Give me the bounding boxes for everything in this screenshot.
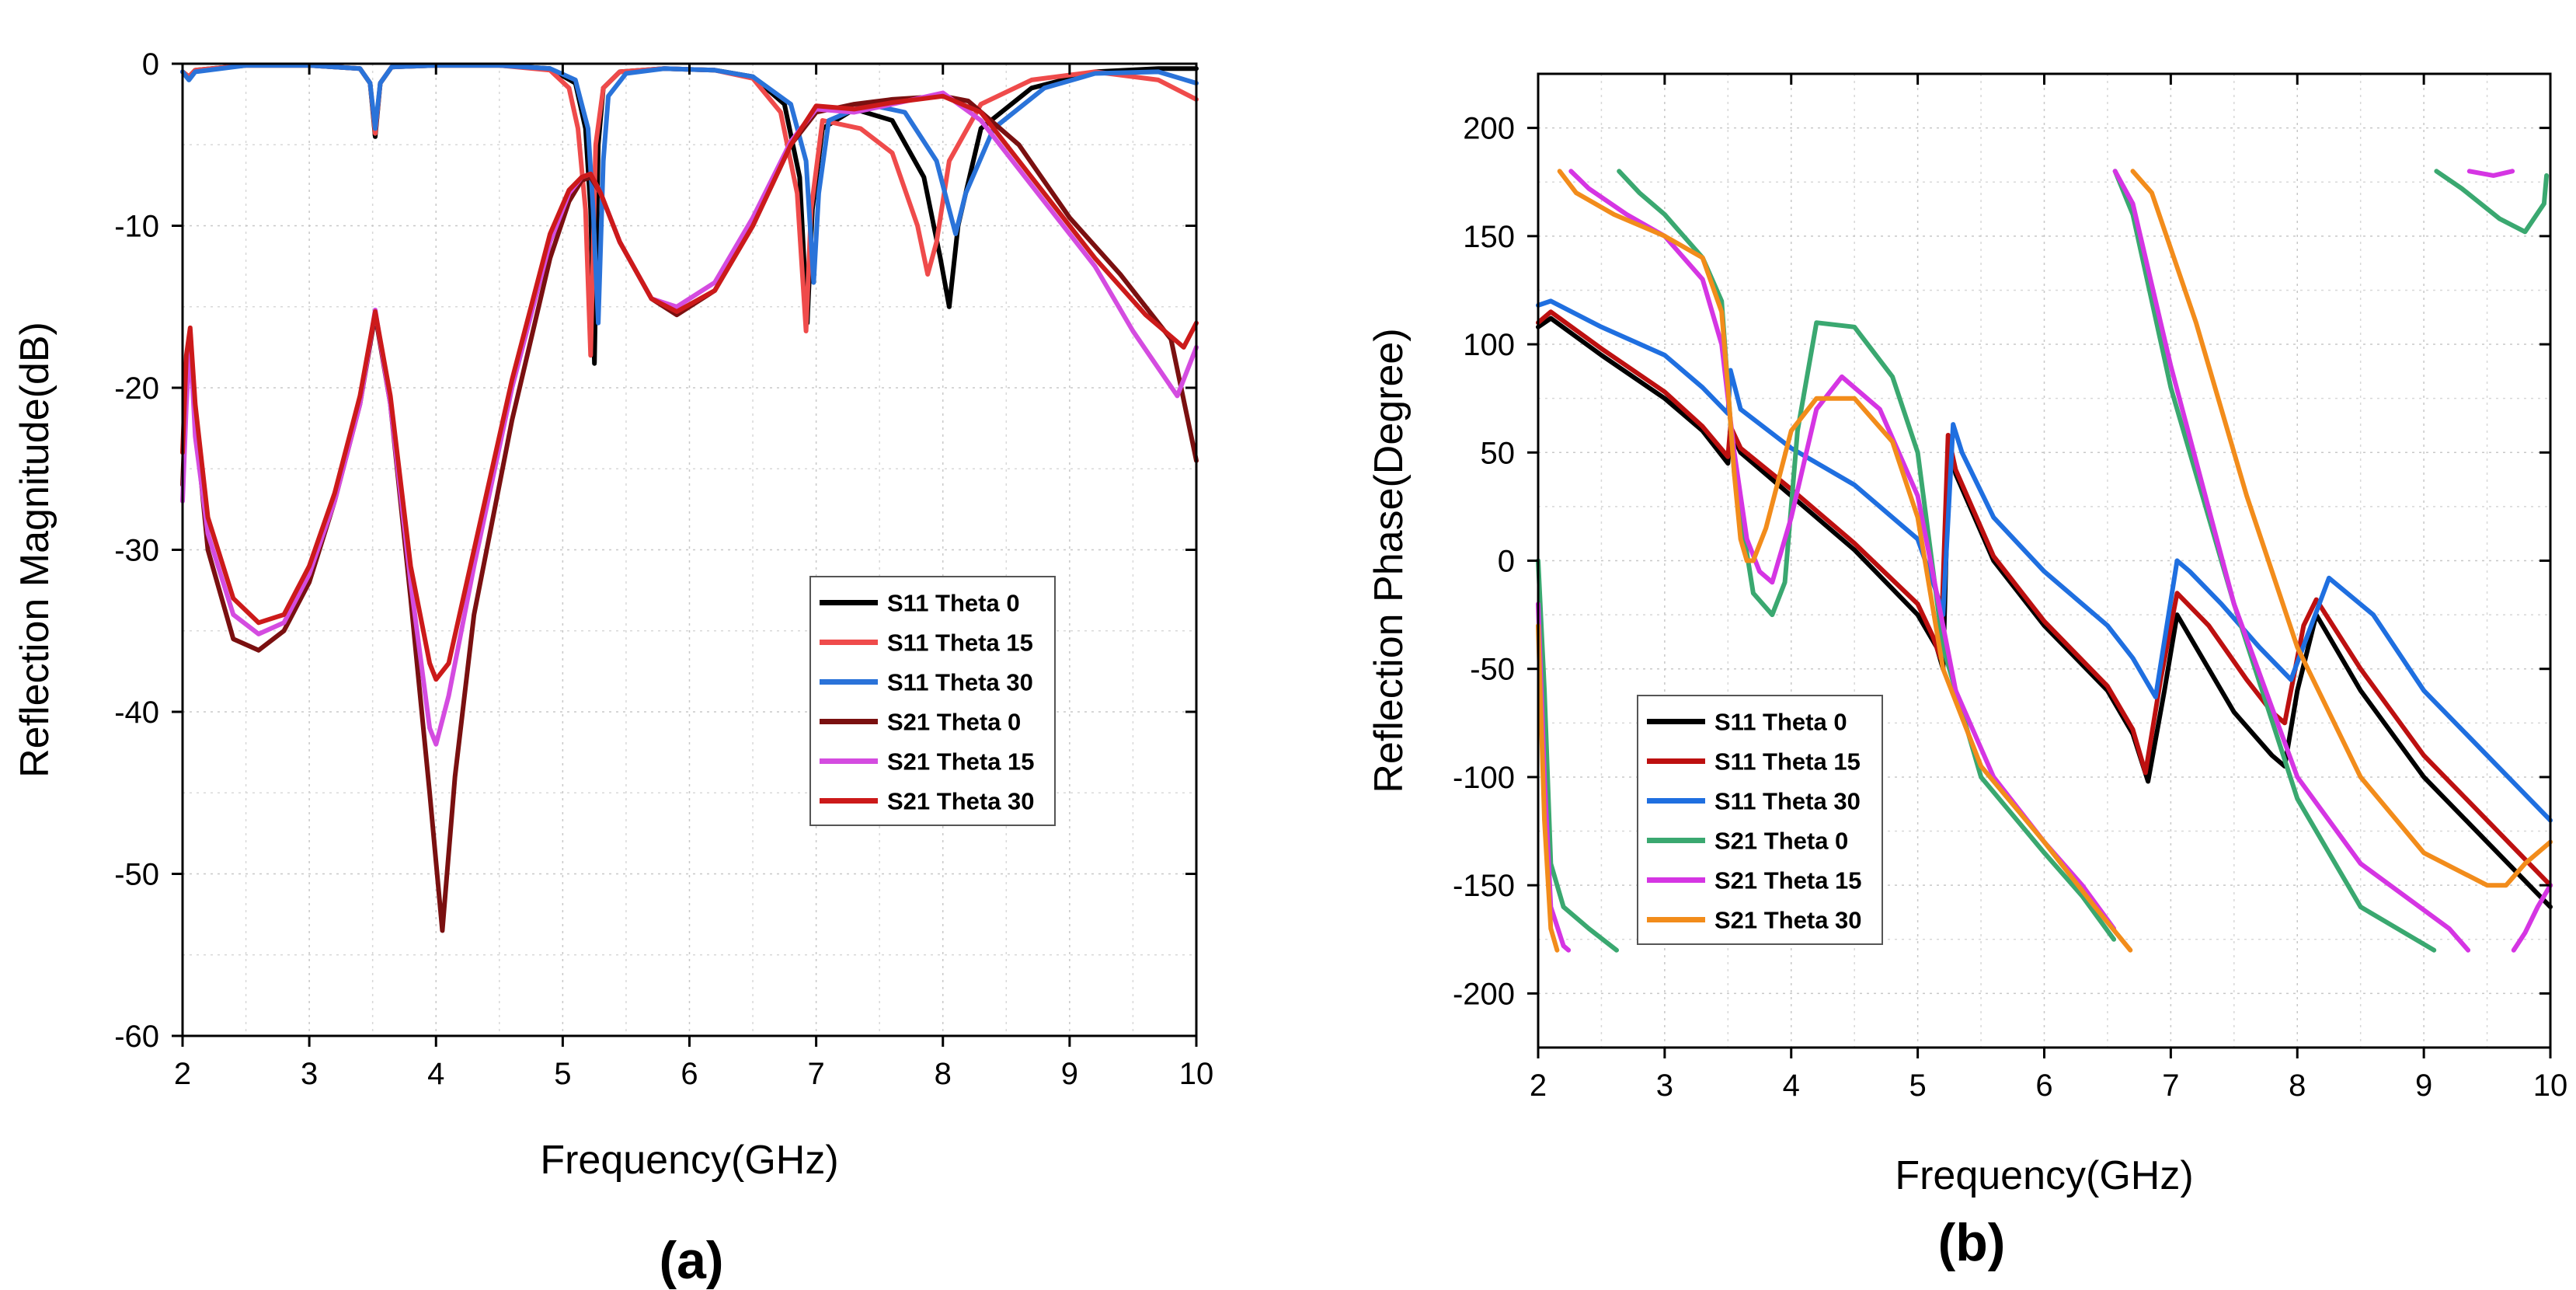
y-tick-label: -10 <box>114 210 159 244</box>
y-tick-label: -50 <box>1470 653 1515 687</box>
y-tick-label: -100 <box>1453 761 1515 795</box>
x-tick-label: 5 <box>1909 1069 1927 1103</box>
x-tick-label: 7 <box>808 1057 825 1091</box>
legend-entry-label: S11 Theta 15 <box>887 629 1033 657</box>
x-tick-label: 10 <box>2533 1069 2568 1103</box>
legend-box <box>1637 695 1883 945</box>
y-tick-label: 0 <box>142 47 159 82</box>
panel-a-y-axis-label: Reflection Magnitude(dB) <box>12 322 57 778</box>
y-tick-label: -60 <box>114 1020 159 1054</box>
x-tick-label: 7 <box>2162 1069 2179 1103</box>
x-tick-label: 9 <box>1061 1057 1078 1091</box>
panel-a-magnitude-chart: 2 3 4 5 6 7 8 9 10 0 -10 -20 -30 -40 -50 -60 Frequency(… <box>12 47 1213 1290</box>
legend-entry-label: S21 Theta 30 <box>1714 907 1862 934</box>
y-tick-label: 200 <box>1463 112 1515 146</box>
x-tick-label: 2 <box>1530 1069 1547 1103</box>
y-tick-label: -50 <box>114 858 159 892</box>
panel-a-legend: S11 Theta 0 S11 Theta 15 S11 Theta 30 S21 T… <box>809 576 1056 826</box>
x-tick-label: 4 <box>427 1057 444 1091</box>
series-line-s21-theta-30 <box>1536 169 2553 953</box>
panel-a-label: (a) <box>659 1231 723 1290</box>
legend-entry-label: S21 Theta 0 <box>887 709 1021 736</box>
x-tick-label: 3 <box>301 1057 318 1091</box>
panel-b-label: (b) <box>1938 1213 2006 1272</box>
x-tick-label: 8 <box>935 1057 952 1091</box>
y-tick-label: -40 <box>114 696 159 730</box>
x-tick-label: 4 <box>1783 1069 1800 1103</box>
x-tick-label: 6 <box>681 1057 698 1091</box>
x-tick-label: 5 <box>554 1057 571 1091</box>
y-tick-label: 0 <box>1498 545 1515 579</box>
legend-entry-label: S21 Theta 30 <box>887 788 1035 815</box>
panel-b-legend: S11 Theta 0 S11 Theta 15 S11 Theta 30 S21 T… <box>1637 695 1883 945</box>
x-tick-label: 2 <box>174 1057 191 1091</box>
legend-entry-label: S11 Theta 30 <box>1714 788 1861 815</box>
y-tick-label: -20 <box>114 371 159 406</box>
panel-b-y-axis-label: Reflection Phase(Degree) <box>1366 328 1412 793</box>
y-tick-label: 150 <box>1463 220 1515 254</box>
panel-b-ticks: 2 3 4 5 6 7 8 9 10 200 150 100 50 0 -50 -100 -150 -200 <box>1453 74 2567 1103</box>
x-tick-label: 8 <box>2289 1069 2306 1103</box>
x-tick-label: 3 <box>1656 1069 1673 1103</box>
panel-b-series-group <box>1538 171 2550 950</box>
y-tick-label: 100 <box>1463 328 1515 362</box>
y-tick-label: -30 <box>114 534 159 568</box>
legend-entry-label: S11 Theta 0 <box>1714 709 1847 736</box>
legend-box <box>809 576 1056 826</box>
legend-entry-label: S11 Theta 0 <box>887 590 1020 617</box>
y-tick-label: -150 <box>1453 869 1515 903</box>
legend-entry-label: S21 Theta 15 <box>1714 867 1862 894</box>
legend-entry-label: S21 Theta 0 <box>1714 828 1848 855</box>
y-tick-label: -200 <box>1453 977 1515 1011</box>
series-line-s11-theta-30 <box>1536 298 2553 823</box>
legend-entry-label: S11 Theta 30 <box>887 669 1033 696</box>
series-line-s11-theta-30 <box>180 63 1199 326</box>
x-tick-label: 6 <box>2035 1069 2052 1103</box>
panel-a-x-axis-label: Frequency(GHz) <box>540 1138 838 1183</box>
panel-a-series-group <box>180 63 1199 933</box>
y-tick-label: 50 <box>1481 436 1516 470</box>
x-tick-label: 10 <box>1179 1057 1214 1091</box>
legend-entry-label: S21 Theta 15 <box>887 748 1035 776</box>
legend-entry-label: S11 Theta 15 <box>1714 748 1861 776</box>
series-line-s11-theta-15 <box>1536 309 2553 888</box>
panel-b-x-axis-label: Frequency(GHz) <box>1895 1153 2193 1198</box>
panel-a-ticks: 2 3 4 5 6 7 8 9 10 0 -10 -20 -30 -40 -50 -60 <box>114 47 1213 1091</box>
series-line-s21-theta-30 <box>180 93 1199 682</box>
x-tick-label: 9 <box>2415 1069 2432 1103</box>
panel-b-phase-chart: 2 3 4 5 6 7 8 9 10 200 150 100 50 0 -50 -100 -150 -200 Fr… <box>1366 72 2567 1272</box>
